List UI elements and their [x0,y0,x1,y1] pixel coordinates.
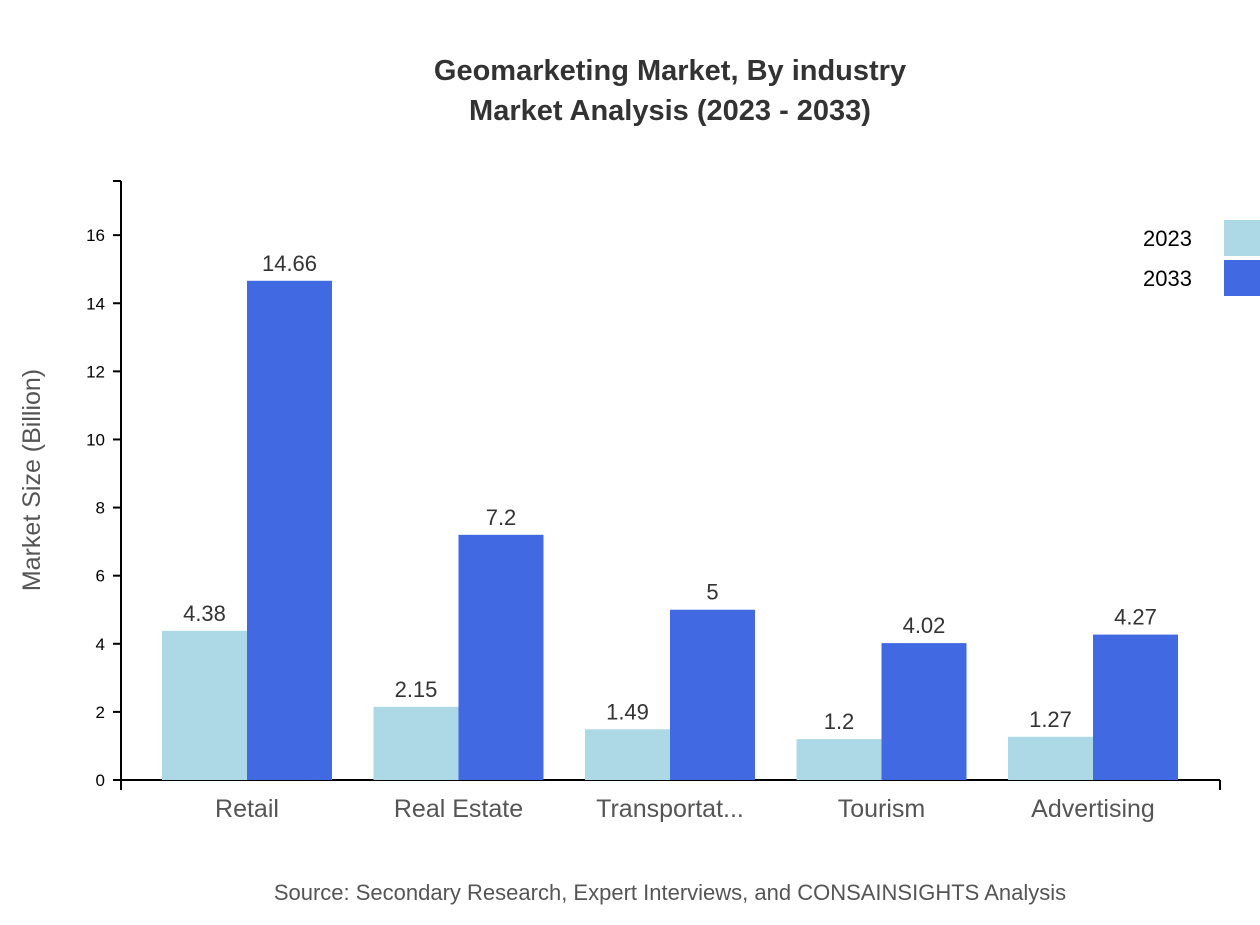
chart-subtitle: Market Analysis (2023 - 2033) [469,95,871,127]
legend-swatch-2023 [1224,220,1260,256]
legend-label: 2033 [1143,266,1192,291]
bar-2033 [670,609,755,780]
bar-2033 [881,643,967,780]
x-tick-label: Advertising [1031,795,1155,823]
bar-value-label: 14.66 [262,251,317,276]
bar-2023 [585,729,670,780]
x-tick-label: Tourism [838,795,926,823]
bar-2023 [373,706,459,780]
bar-value-label: 2.15 [395,677,438,702]
bar-value-label: 4.02 [903,613,946,638]
bar-value-label: 5 [706,580,718,605]
legend-swatch-2033 [1224,260,1260,296]
bar-2033 [1093,634,1178,780]
x-tick-label: Real Estate [394,795,523,823]
bar-value-label: 1.27 [1029,707,1072,732]
y-tick-label: 2 [96,703,105,722]
source-note: Source: Secondary Research, Expert Inter… [274,880,1066,905]
bar-2023 [1008,736,1093,780]
y-tick-label: 12 [86,362,105,381]
bar-2033 [458,534,544,780]
y-tick-label: 10 [86,430,105,449]
bar-value-label: 1.2 [824,709,855,734]
chart-title: Geomarketing Market, By industry [434,55,906,87]
x-tick-label: Transportat... [596,795,744,823]
bar-2023 [162,630,247,780]
bar-2033 [247,280,332,780]
bar-2023 [796,739,882,780]
y-tick-label: 8 [96,499,105,518]
y-tick-label: 6 [96,567,105,586]
bar-value-label: 4.27 [1114,605,1157,630]
bar-value-label: 4.38 [183,601,226,626]
bar-value-label: 1.49 [606,699,649,724]
y-tick-label: 4 [96,635,105,654]
y-tick-label: 14 [86,294,105,313]
x-tick-label: Retail [215,795,279,823]
y-tick-label: 0 [96,771,105,790]
y-tick-label: 16 [86,226,105,245]
legend-label: 2023 [1143,226,1192,251]
bar-value-label: 7.2 [486,505,517,530]
y-axis-label: Market Size (Billion) [18,369,46,591]
